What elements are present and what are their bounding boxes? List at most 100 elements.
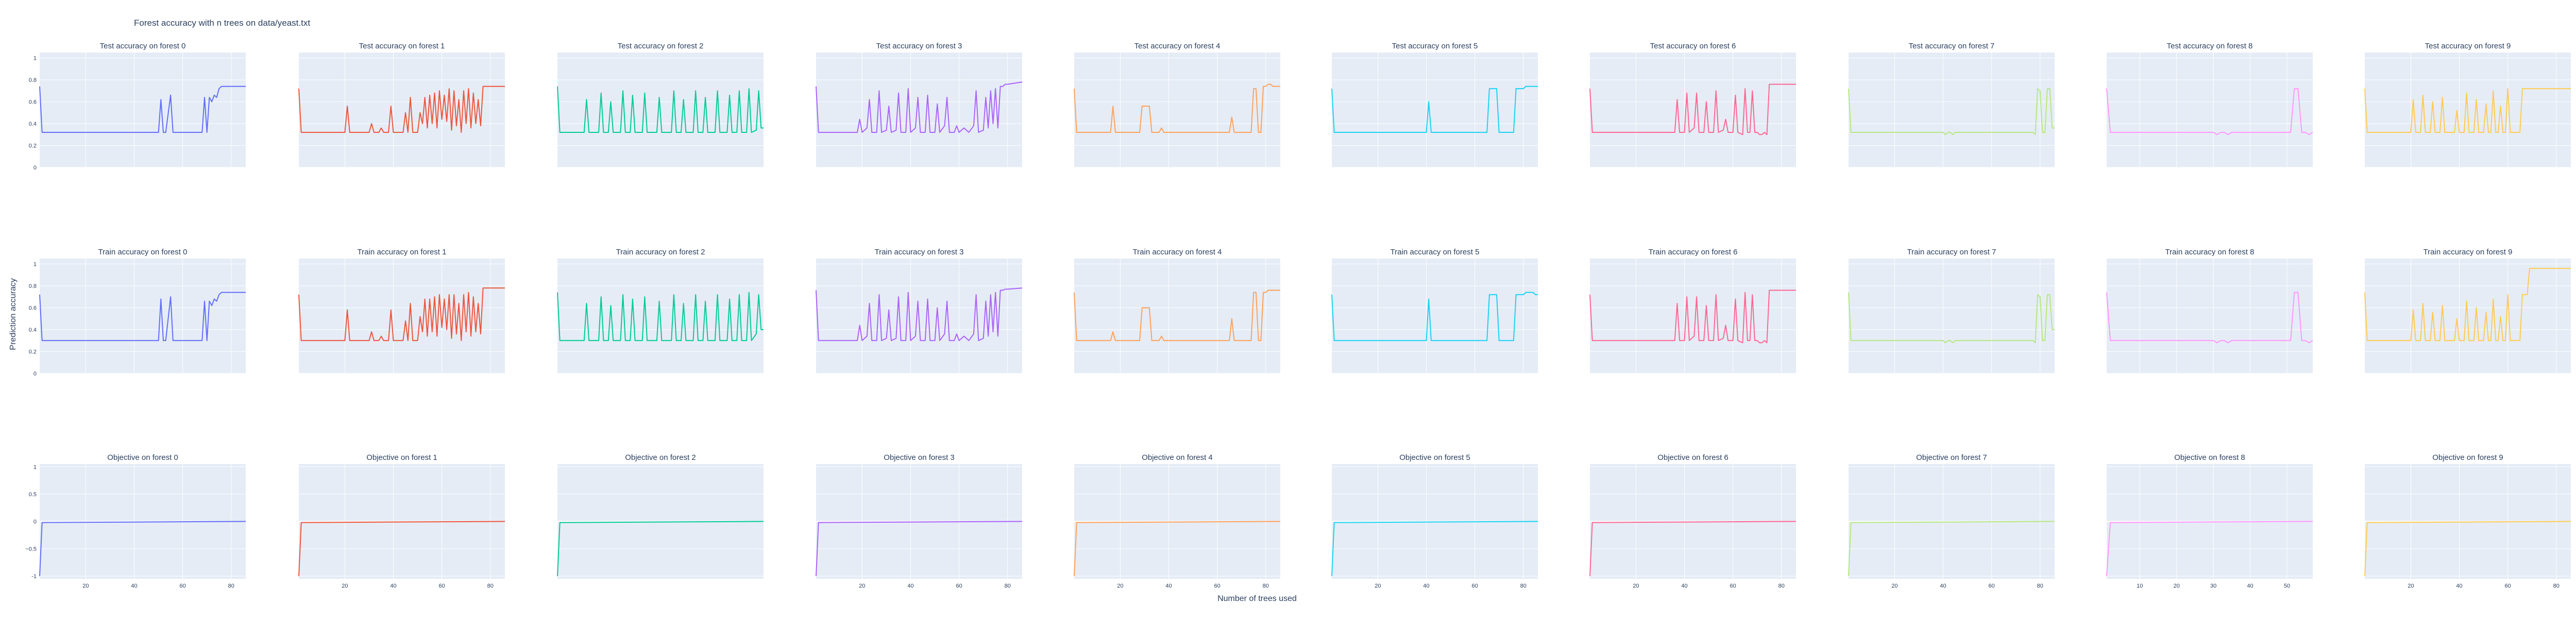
x-tick-label: 80: [487, 583, 494, 589]
plot-area: [40, 259, 246, 373]
y-tick-label: 1: [33, 56, 37, 62]
series-line-forest-6: [1589, 289, 1796, 344]
x-tick-label: 60: [439, 583, 445, 589]
series-line-forest-9: [2364, 268, 2571, 341]
subplot-test-forest-5: Test accuracy on forest 5: [1331, 42, 1538, 168]
x-tick-label: 80: [2553, 583, 2560, 589]
plot-area: [40, 53, 246, 167]
plot-area: [299, 53, 505, 167]
subplot-train-forest-0: 0 0.2 0.4 0.6 0.8 1 Train accuracy on forest 0: [29, 248, 246, 377]
x-tick-label: 40: [390, 583, 396, 589]
subplot-test-forest-6: Test accuracy on forest 6: [1589, 42, 1796, 168]
plot-area: [299, 259, 505, 373]
subplot-test-forest-7: Test accuracy on forest 7: [1848, 42, 2055, 168]
figure-title: Forest accuracy with n trees on data/yea…: [134, 18, 310, 28]
x-tick-label: 40: [1165, 583, 1172, 589]
plot-area: [2107, 53, 2313, 167]
subplot-title: Test accuracy on forest 7: [1909, 42, 1995, 50]
subplot-title: Train accuracy on forest 0: [98, 248, 188, 256]
series-line-forest-3: [816, 521, 1023, 576]
subplot-title: Objective on forest 8: [2174, 453, 2245, 462]
x-tick-label: 10: [2137, 583, 2143, 589]
series-line-forest-5: [1331, 85, 1538, 133]
subplot-objective-forest-0: -1 −0.5 0 0.5 1 20 40 60 80 Objective on forest 0: [25, 453, 246, 589]
x-tick-label: 60: [1214, 583, 1221, 589]
x-tick-label: 60: [2505, 583, 2511, 589]
series-line-forest-4: [1074, 521, 1281, 576]
subplot-train-forest-5: Train accuracy on forest 5: [1331, 248, 1538, 374]
series-line-forest-8: [2106, 291, 2313, 344]
x-tick-label: 80: [1520, 583, 1527, 589]
series-line-forest-0: [39, 291, 246, 341]
subplot-test-forest-0: 0 0.2 0.4 0.6 0.8 1 Test accuracy on forest 0: [29, 42, 246, 171]
subplot-train-forest-4: Train accuracy on forest 4: [1074, 248, 1280, 374]
plot-area: [1849, 53, 2055, 167]
subplot-title: Test accuracy on forest 4: [1134, 42, 1221, 50]
subplot-title: Train accuracy on forest 5: [1391, 248, 1480, 256]
subplot-title: Train accuracy on forest 1: [358, 248, 447, 256]
series-line-forest-5: [1331, 291, 1538, 341]
subplot-objective-forest-3: 20 40 60 80 Objective on forest 3: [816, 453, 1023, 589]
subplot-title: Test accuracy on forest 1: [359, 42, 445, 50]
plot-area: [1074, 53, 1280, 167]
x-axis-label: Number of trees used: [1217, 594, 1297, 603]
subplot-test-forest-2: Test accuracy on forest 2: [557, 42, 764, 168]
x-tick-label: 20: [1633, 583, 1639, 589]
series-line-forest-7: [1848, 521, 2055, 576]
plot-area: [1849, 259, 2055, 373]
subplot-title: Objective on forest 6: [1657, 453, 1728, 462]
series-line-forest-9: [2364, 88, 2571, 133]
x-tick-label: 80: [228, 583, 234, 589]
x-tick-label: 20: [859, 583, 865, 589]
series-line-forest-8: [2106, 521, 2313, 576]
subplot-title: Test accuracy on forest 8: [2167, 42, 2253, 50]
series-line-forest-3: [816, 81, 1023, 133]
series-line-forest-7: [1848, 88, 2055, 135]
subplot-title: Objective on forest 0: [107, 453, 178, 462]
subplot-objective-forest-1: 20 40 60 80 Objective on forest 1: [298, 453, 505, 589]
series-line-forest-6: [1589, 83, 1796, 135]
plot-area: [1590, 53, 1796, 167]
subplot-train-forest-3: Train accuracy on forest 3: [816, 248, 1023, 374]
series-line-forest-6: [1589, 521, 1797, 576]
subplot-train-forest-6: Train accuracy on forest 6: [1589, 248, 1796, 374]
x-tick-label: 40: [2247, 583, 2253, 589]
subplot-objective-forest-9: 20 40 60 80 Objective on forest 9: [2364, 453, 2571, 589]
y-tick-label: 0.4: [29, 121, 37, 127]
subplot-objective-forest-8: 10 20 30 40 50 Objective on forest 8: [2106, 453, 2313, 589]
y-tick-label: 0: [33, 165, 37, 171]
subplot-train-forest-2: Train accuracy on forest 2: [557, 248, 764, 374]
y-tick-label: 0: [33, 371, 37, 377]
series-line-forest-8: [2106, 88, 2313, 135]
y-tick-label: 0.8: [29, 283, 37, 289]
subplot-title: Train accuracy on forest 4: [1133, 248, 1222, 256]
subplot-title: Train accuracy on forest 3: [875, 248, 964, 256]
y-axis-label: Prediction accuracy: [9, 278, 18, 350]
y-tick-label: 1: [33, 262, 37, 268]
y-tick-label: 0.2: [29, 143, 37, 149]
x-tick-label: 80: [1263, 583, 1269, 589]
series-line-forest-7: [1848, 292, 2055, 344]
subplot-title: Objective on forest 1: [366, 453, 437, 462]
subplot-title: Objective on forest 2: [625, 453, 696, 462]
x-tick-label: 60: [956, 583, 962, 589]
subplot-objective-forest-7: 20 40 60 80 Objective on forest 7: [1848, 453, 2055, 589]
plot-area: [1590, 259, 1796, 373]
subplot-title: Objective on forest 3: [884, 453, 955, 462]
subplot-title: Train accuracy on forest 8: [2165, 248, 2255, 256]
series-line-forest-3: [816, 287, 1023, 341]
series-line-forest-5: [1331, 521, 1538, 576]
series-line-forest-1: [298, 287, 505, 341]
x-tick-label: 20: [1375, 583, 1381, 589]
subplot-train-forest-9: Train accuracy on forest 9: [2364, 248, 2571, 374]
subplot-grid: 0 0.2 0.4 0.6 0.8 1 Test accuracy on forest 0 T…: [25, 42, 2571, 589]
subplot-test-forest-3: Test accuracy on forest 3: [816, 42, 1023, 168]
subplot-objective-forest-5: 20 40 60 80 Objective on forest 5: [1331, 453, 1538, 589]
series-line-forest-4: [1074, 289, 1280, 341]
subplot-train-forest-7: Train accuracy on forest 7: [1848, 248, 2055, 374]
x-tick-label: 80: [1005, 583, 1011, 589]
x-tick-label: 60: [1730, 583, 1736, 589]
series-line-forest-1: [298, 521, 505, 576]
subplot-title: Objective on forest 9: [2432, 453, 2503, 462]
